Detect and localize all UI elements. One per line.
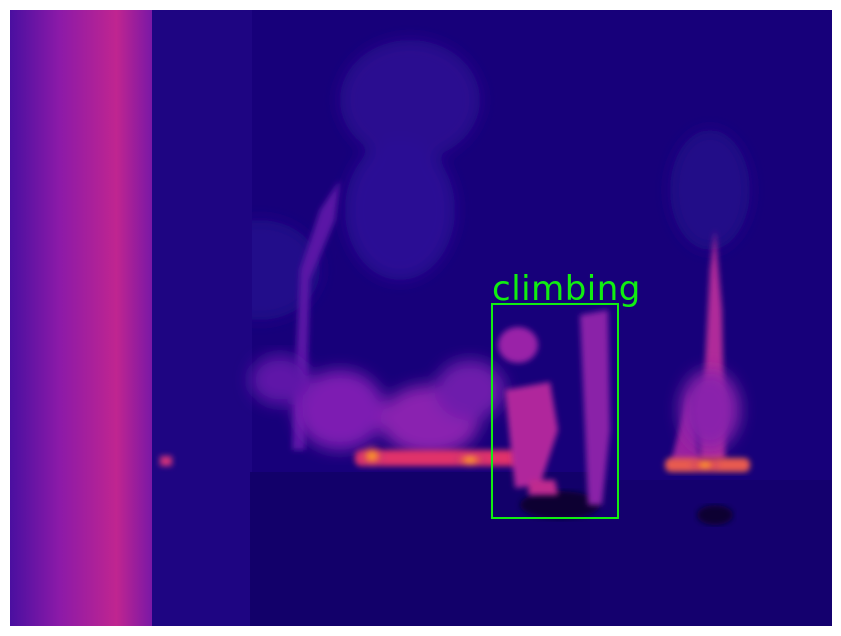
cold-spot: [520, 491, 600, 519]
detection-box: [491, 303, 619, 519]
wall-right: [590, 480, 832, 626]
person: [498, 310, 610, 505]
warm-foliage: [250, 355, 740, 455]
cold-spot-right: [697, 505, 733, 525]
heated-ground: [160, 444, 750, 473]
pillar: [10, 10, 152, 626]
pillar-shadow: [152, 10, 252, 626]
thermal-scene: [10, 10, 832, 626]
detection-label: climbing: [492, 269, 641, 309]
thermal-image: climbing: [10, 10, 832, 626]
